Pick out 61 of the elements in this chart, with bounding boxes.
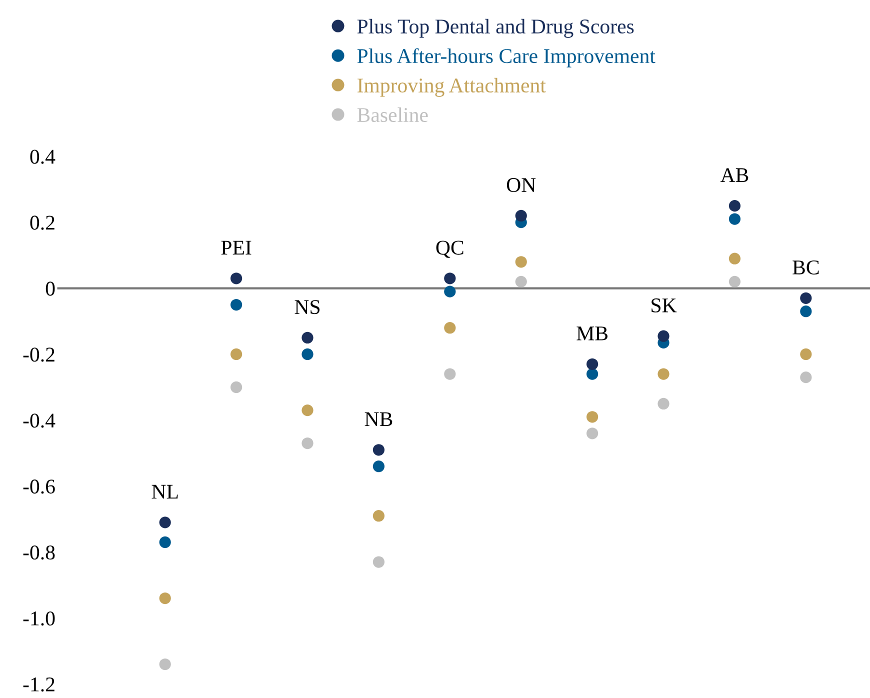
point <box>372 444 385 456</box>
point <box>800 348 812 360</box>
point <box>302 348 314 360</box>
point <box>444 368 456 380</box>
point <box>658 368 670 380</box>
point <box>230 381 242 394</box>
point <box>728 276 741 288</box>
y-tick-label: -1.2 <box>23 677 54 692</box>
x-tick-label: AB <box>720 168 748 182</box>
point <box>444 286 456 298</box>
point <box>302 437 314 450</box>
point <box>515 210 527 222</box>
point <box>372 460 385 472</box>
legend-label: Baseline <box>357 107 428 122</box>
point <box>230 298 242 311</box>
x-tick-label: NB <box>364 412 392 426</box>
y-tick-label: -0.2 <box>23 348 54 362</box>
legend-label: Plus After-hours Care Improvement <box>357 48 656 68</box>
point <box>586 411 598 423</box>
point <box>159 658 171 670</box>
legend-label: Improving Attachment <box>358 78 546 97</box>
point <box>159 592 171 604</box>
y-tick-label: 0.4 <box>30 150 56 164</box>
legend-label: Plus Top Dental and Drug Scores <box>357 18 634 38</box>
x-tick-label: QC <box>436 240 464 258</box>
x-tick-label: MB <box>576 326 608 340</box>
point <box>658 398 670 410</box>
y-tick-label: -0.4 <box>23 414 56 428</box>
point <box>302 332 314 344</box>
point <box>586 358 598 370</box>
point <box>302 404 314 416</box>
point <box>372 556 385 568</box>
point <box>586 428 598 440</box>
y-tick-label: -0.6 <box>23 480 55 494</box>
point <box>800 306 812 318</box>
point <box>444 272 456 284</box>
point <box>515 256 527 268</box>
point <box>728 200 741 212</box>
point <box>658 330 670 342</box>
x-tick-label: SK <box>652 298 677 312</box>
point <box>159 516 171 528</box>
point <box>800 292 812 304</box>
point <box>372 510 385 522</box>
point <box>230 272 242 284</box>
point <box>515 276 527 288</box>
x-tick-label: BC <box>792 260 819 274</box>
y-tick-label: 0.2 <box>30 216 54 230</box>
x-tick-label: PEI <box>221 240 252 254</box>
x-tick-label: NL <box>152 484 178 499</box>
point <box>230 348 242 360</box>
y-tick-label: -0.8 <box>23 545 55 560</box>
y-tick-label: 0 <box>46 282 55 296</box>
point <box>586 368 598 380</box>
point <box>728 252 741 264</box>
x-tick-label: ON <box>506 178 536 192</box>
point <box>800 372 812 384</box>
x-tick-label: NS <box>294 300 320 314</box>
point <box>444 322 456 334</box>
point <box>728 213 741 225</box>
y-tick-label: -1.0 <box>23 611 55 626</box>
point <box>159 536 171 548</box>
